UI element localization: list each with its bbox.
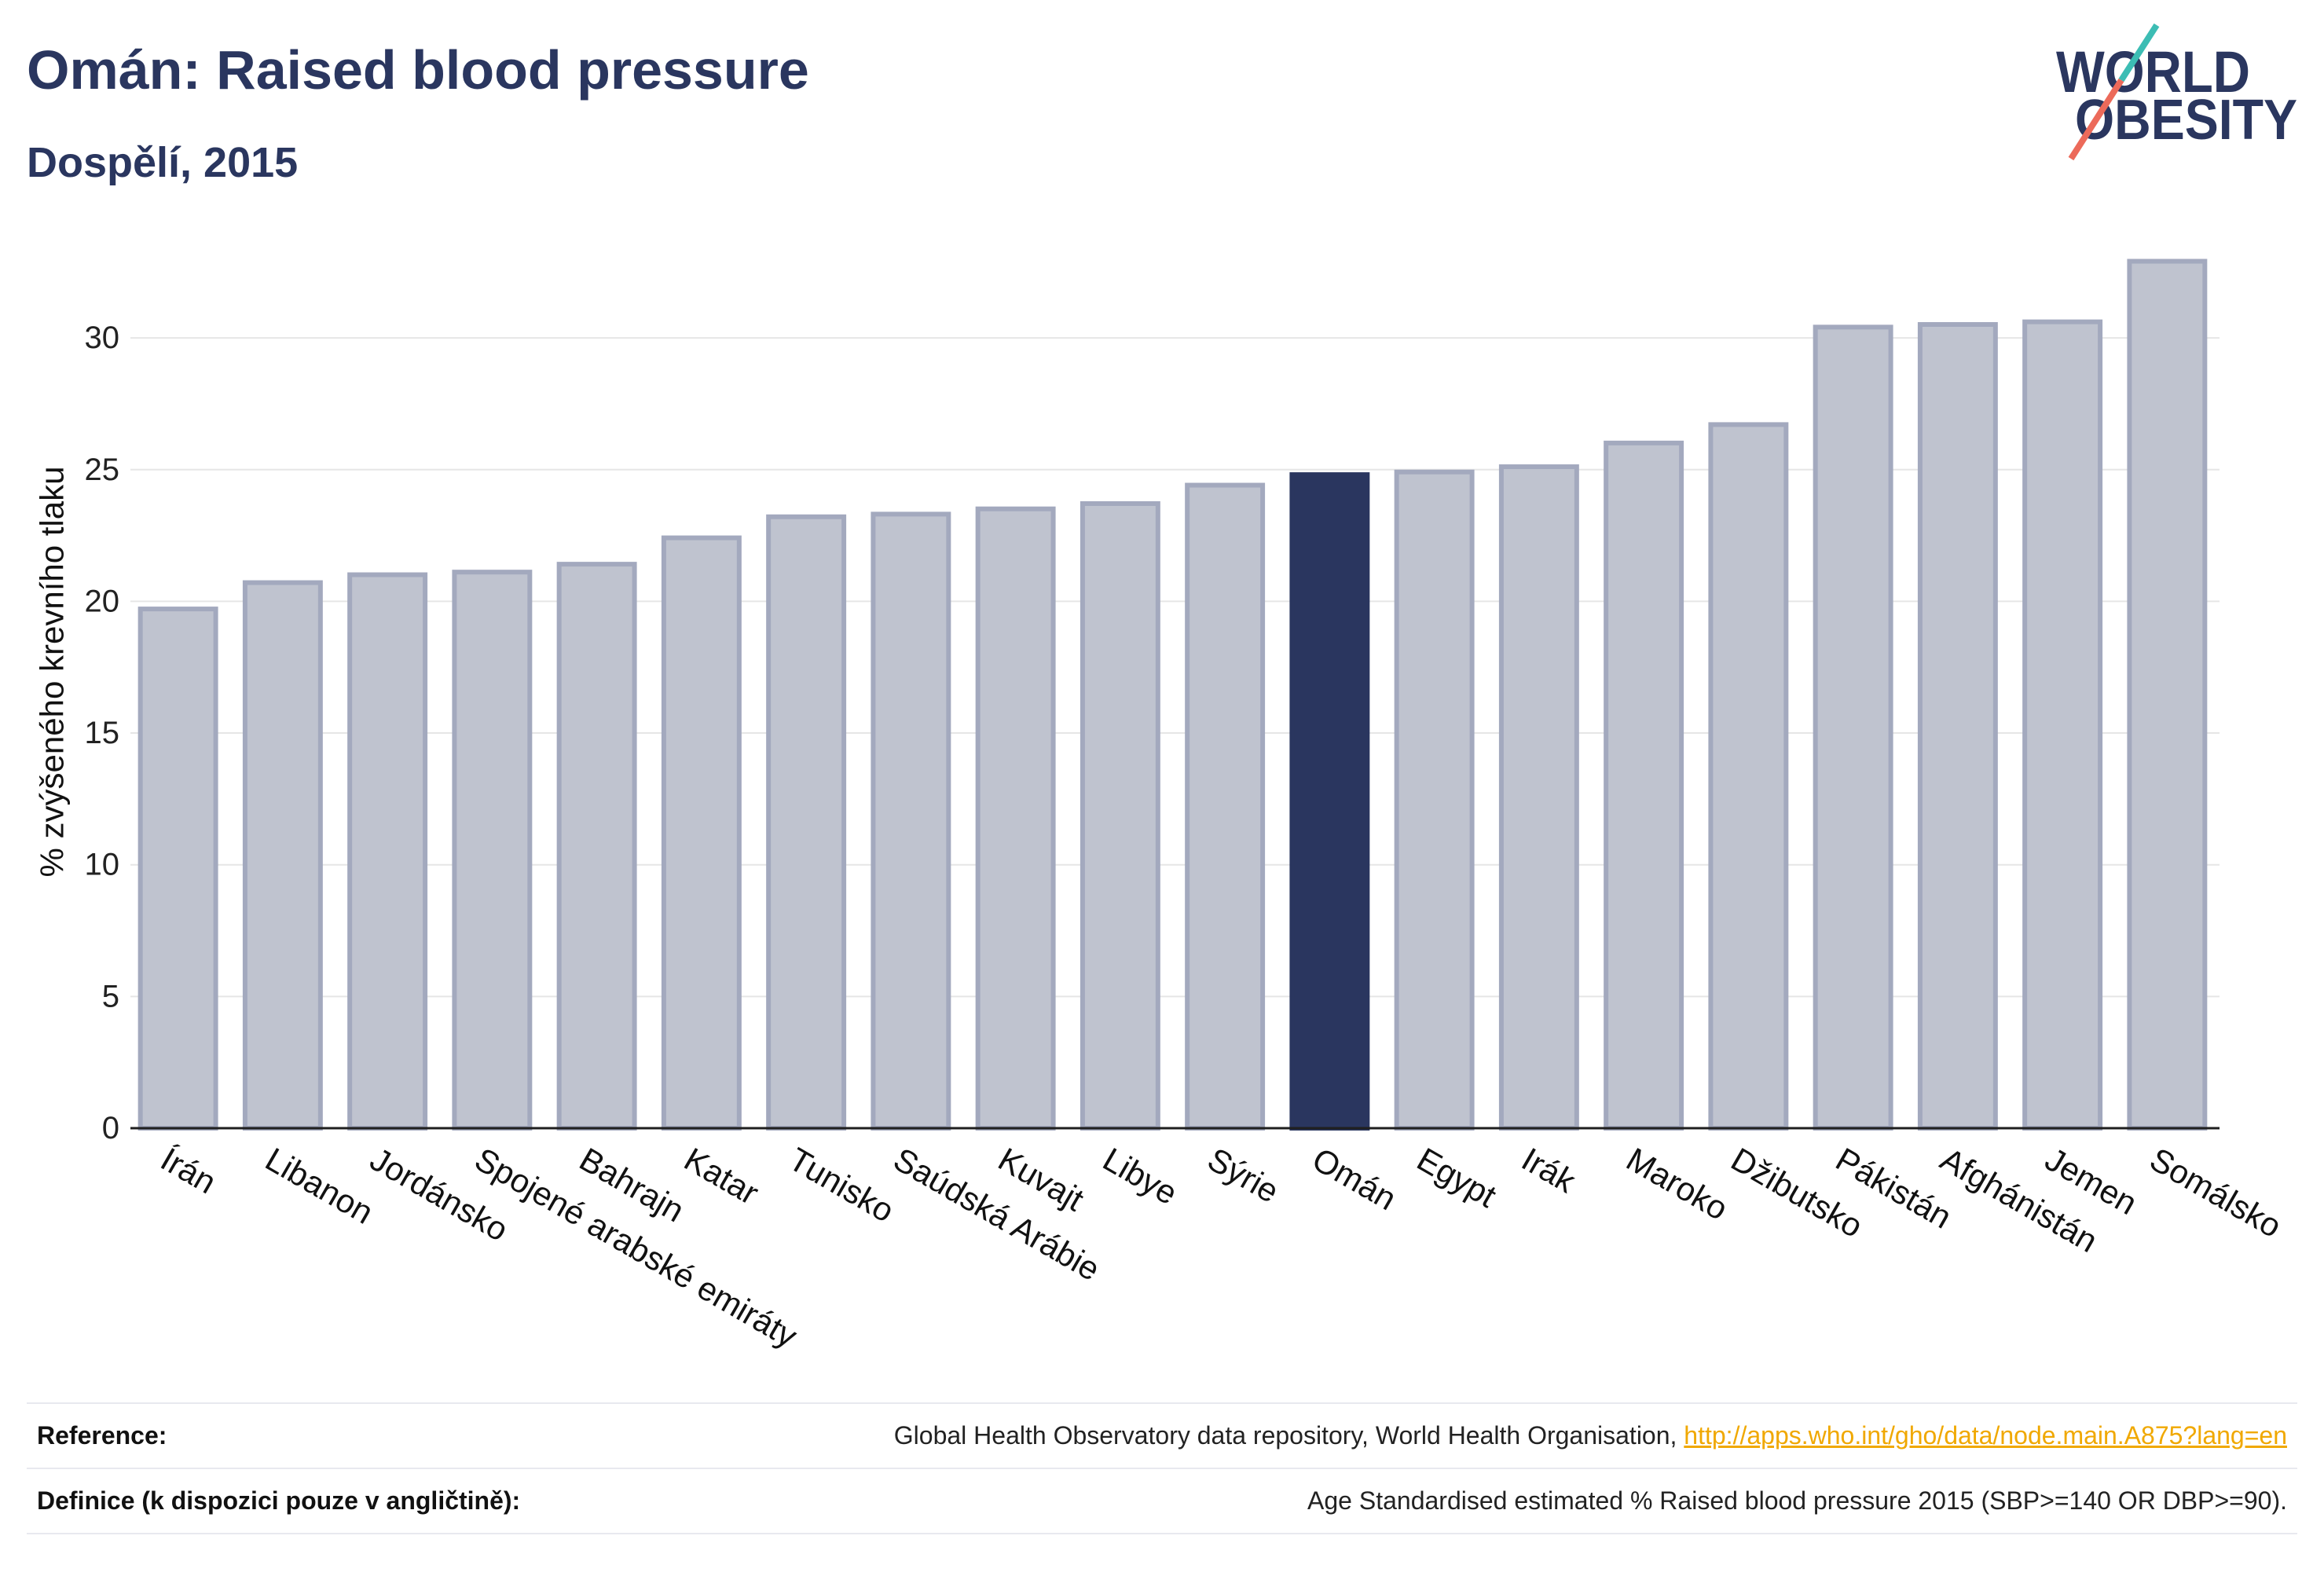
y-tick-label: 30 [85, 321, 120, 355]
reference-table: Reference: Global Health Observatory dat… [27, 1402, 2297, 1534]
y-axis-ticks: 0 5 10 15 20 25 30 [85, 321, 120, 1145]
reference-row-source: Reference: Global Health Observatory dat… [27, 1404, 2297, 1469]
x-tick-label-egypt: Egypt [1411, 1140, 1503, 1215]
y-tick-label: 10 [85, 848, 120, 882]
definition-label: Definice (k dispozici pouze v angličtině… [37, 1486, 521, 1515]
bar-jordansko [347, 572, 428, 1131]
x-tick-label-iran: Írán [155, 1140, 222, 1200]
bar-chart: % zvýšeného krevního tlaku 0 5 10 15 20 25 30 Í… [34, 258, 2288, 1354]
y-tick-label: 5 [102, 979, 119, 1013]
bar-maroko [1604, 440, 1684, 1131]
bar-libanon [242, 580, 323, 1131]
bar-oman [1289, 472, 1370, 1131]
bars [137, 258, 2208, 1131]
bar-katar [661, 535, 742, 1131]
definition-value: Age Standardised estimated % Raised bloo… [1307, 1486, 2287, 1515]
x-tick-label-maroko: Maroko [1620, 1140, 1734, 1227]
y-axis-title: % zvýšeného krevního tlaku [34, 467, 71, 878]
bar-pakistan [1813, 324, 1893, 1131]
bar-somalsko [2127, 258, 2208, 1131]
bar-afghanistan [1917, 322, 1998, 1131]
bar-jemen [2022, 319, 2103, 1131]
x-tick-label-katar: Katar [678, 1140, 764, 1211]
x-tick-label-syrie: Sýrie [1201, 1140, 1285, 1210]
x-tick-label-libye: Libye [1097, 1140, 1183, 1211]
bar-irak [1498, 464, 1579, 1131]
bar-bahrajn [556, 562, 637, 1131]
y-tick-label: 25 [85, 453, 120, 487]
bar-kuvajt [975, 506, 1056, 1131]
bar-tunisko [766, 514, 847, 1131]
y-tick-label: 15 [85, 716, 120, 750]
logo-slash-top [2118, 24, 2160, 82]
y-tick-label: 20 [85, 584, 120, 618]
bar-iran [137, 607, 218, 1131]
world-obesity-logo: WORLD OBESITY [2056, 24, 2297, 161]
y-tick-label: 0 [102, 1111, 119, 1145]
page-subtitle: Dospělí, 2015 [27, 139, 299, 186]
reference-label: Reference: [37, 1421, 167, 1450]
logo-slash-bottom [2068, 78, 2124, 161]
page-title: Omán: Raised blood pressure [27, 39, 809, 101]
bar-libye [1080, 501, 1160, 1131]
reference-source-text: Global Health Observatory data repositor… [893, 1421, 1684, 1450]
bar-spojene-arabske-emiraty [452, 570, 533, 1131]
reference-row-definition: Definice (k dispozici pouze v angličtině… [27, 1469, 2297, 1534]
x-tick-label-tunisko: Tunisko [783, 1140, 900, 1229]
bar-syrie [1185, 482, 1266, 1131]
x-tick-label-libanon: Libanon [259, 1140, 379, 1230]
bar-egypt [1394, 469, 1475, 1131]
x-tick-label-somalsko: Somálsko [2144, 1140, 2288, 1244]
logo-text-world: WORLD [2056, 39, 2250, 104]
reference-value: Global Health Observatory data repositor… [894, 1421, 2287, 1450]
gridlines [130, 337, 2220, 998]
reference-source-link[interactable]: http://apps.who.int/gho/data/node.main.A… [1684, 1421, 2287, 1450]
x-tick-label-irak: Irák [1516, 1140, 1582, 1200]
bar-dzibutsko [1708, 422, 1789, 1131]
bar-saudska-arabie [871, 511, 951, 1131]
x-tick-label-oman: Omán [1307, 1140, 1403, 1217]
